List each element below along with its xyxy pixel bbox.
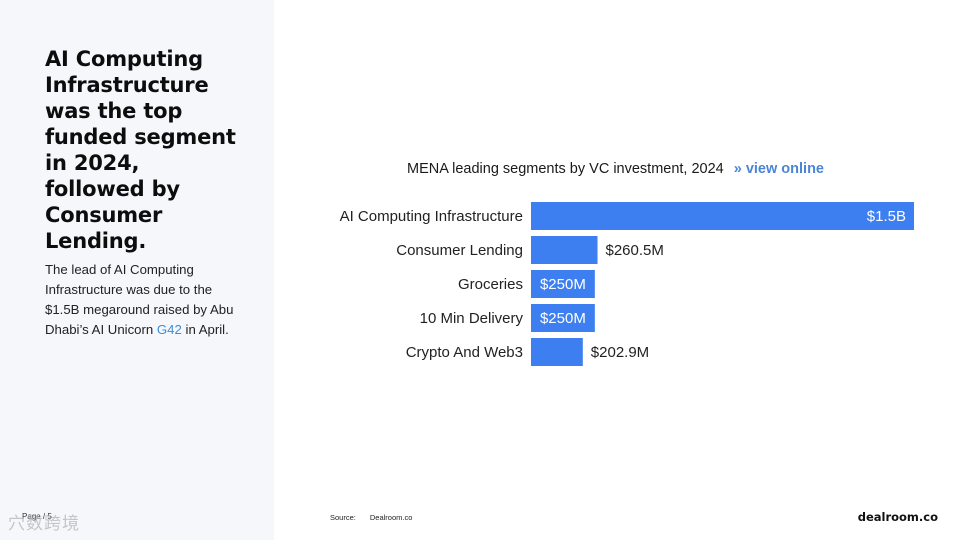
source-value: Dealroom.co [369, 513, 413, 522]
bar [531, 236, 598, 264]
value-label: $250M [540, 310, 586, 327]
chart-title-row: MENA leading segments by VC investment, … [407, 161, 824, 177]
category-label: Crypto And Web3 [406, 344, 523, 361]
bar [531, 202, 914, 230]
g42-link[interactable]: G42 [156, 322, 182, 337]
value-label: $260.5M [606, 242, 664, 259]
page-label: Page / 5 [22, 512, 52, 521]
value-label: $202.9M [591, 344, 649, 361]
chart-title: MENA leading segments by VC investment, … [407, 161, 724, 177]
bar [531, 304, 595, 332]
watermark: 穴数跨境 [8, 514, 80, 534]
body-text-part: in April. [181, 322, 229, 337]
value-label: $1.5B [867, 208, 906, 225]
category-label: Groceries [458, 276, 523, 293]
view-online-link[interactable]: » view online [733, 161, 824, 177]
category-label: Consumer Lending [396, 242, 523, 259]
brand-logo: dealroom.co [857, 510, 938, 524]
sidebar-panel: AI Computing Infrastructure was the top … [0, 0, 274, 540]
headline: AI Computing Infrastructure was the top … [45, 47, 236, 253]
category-label: 10 Min Delivery [420, 310, 524, 327]
body-text: The lead of AI Computing Infrastructure … [45, 260, 235, 340]
source-label: Source: [330, 513, 356, 522]
bar [531, 338, 583, 366]
category-label: AI Computing Infrastructure [340, 208, 523, 225]
source-line: Source: Dealroom.co [330, 513, 412, 522]
bar [531, 270, 595, 298]
body-text-part: The lead of AI Computing Infrastructure … [45, 262, 234, 337]
value-label: $250M [540, 276, 586, 293]
